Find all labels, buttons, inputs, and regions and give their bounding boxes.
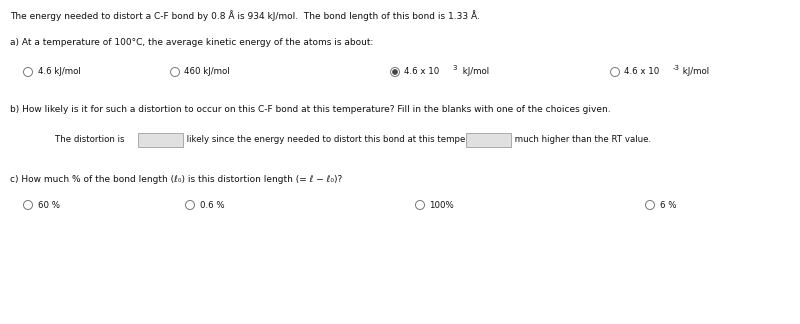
Text: 460 kJ/mol: 460 kJ/mol bbox=[185, 67, 230, 76]
Text: 4.6 x 10: 4.6 x 10 bbox=[405, 67, 440, 76]
Text: The energy needed to distort a C-F bond by 0.8 Å is 934 kJ/mol.  The bond length: The energy needed to distort a C-F bond … bbox=[10, 10, 480, 21]
Text: b) How likely is it for such a distortion to occur on this C-F bond at this temp: b) How likely is it for such a distortio… bbox=[10, 105, 610, 114]
Text: ▾: ▾ bbox=[174, 137, 178, 143]
Text: kJ/mol: kJ/mol bbox=[681, 67, 710, 76]
Text: a) At a temperature of 100°C, the average kinetic energy of the atoms is about:: a) At a temperature of 100°C, the averag… bbox=[10, 38, 374, 47]
Text: 4.6 kJ/mol: 4.6 kJ/mol bbox=[38, 67, 80, 76]
Circle shape bbox=[393, 70, 398, 75]
Text: c) How much % of the bond length (ℓ₀) is this distortion length (= ℓ − ℓ₀)?: c) How much % of the bond length (ℓ₀) is… bbox=[10, 175, 342, 184]
Text: 3: 3 bbox=[453, 65, 457, 71]
Text: 60 %: 60 % bbox=[38, 201, 59, 210]
Text: ▾: ▾ bbox=[502, 137, 506, 143]
Text: kJ/mol: kJ/mol bbox=[461, 67, 490, 76]
Text: 4.6 x 10: 4.6 x 10 bbox=[625, 67, 660, 76]
FancyBboxPatch shape bbox=[138, 133, 182, 147]
Text: 0.6 %: 0.6 % bbox=[199, 201, 224, 210]
Text: 6 %: 6 % bbox=[659, 201, 676, 210]
Text: The distortion is: The distortion is bbox=[55, 135, 125, 145]
Text: much higher than the RT value.: much higher than the RT value. bbox=[512, 135, 651, 145]
Text: -3: -3 bbox=[673, 65, 679, 71]
FancyBboxPatch shape bbox=[466, 133, 510, 147]
Text: 100%: 100% bbox=[430, 201, 454, 210]
Text: likely since the energy needed to distort this bond at this temperature: likely since the energy needed to distor… bbox=[184, 135, 492, 145]
